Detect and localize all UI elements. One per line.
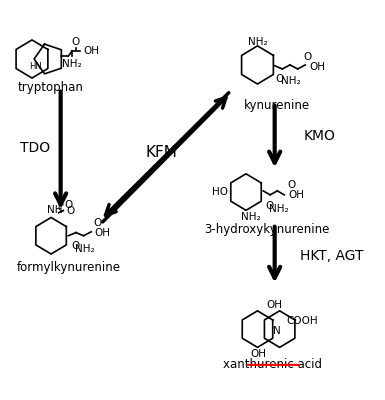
Text: O: O xyxy=(93,218,101,228)
Text: C: C xyxy=(57,204,64,213)
Text: N: N xyxy=(273,326,280,336)
Text: NH: NH xyxy=(47,205,63,215)
Text: O: O xyxy=(64,200,73,210)
Text: KMO: KMO xyxy=(303,130,335,144)
Text: O: O xyxy=(287,180,296,190)
Text: O: O xyxy=(71,240,79,250)
Text: HKT, AGT: HKT, AGT xyxy=(300,249,363,263)
Text: xanthurenic acid: xanthurenic acid xyxy=(223,358,322,371)
Text: COOH: COOH xyxy=(286,316,318,326)
Text: NH₂: NH₂ xyxy=(62,59,82,69)
Text: kynurenine: kynurenine xyxy=(244,99,310,112)
Text: formylkynurenine: formylkynurenine xyxy=(16,261,120,274)
Text: O: O xyxy=(266,201,274,211)
Text: OH: OH xyxy=(250,349,266,359)
Text: O: O xyxy=(66,206,75,216)
Text: O: O xyxy=(303,52,311,62)
Text: NH₂: NH₂ xyxy=(241,212,260,222)
Text: OH: OH xyxy=(288,190,304,200)
Text: OH: OH xyxy=(267,300,283,310)
Text: tryptophan: tryptophan xyxy=(18,81,84,94)
Text: NH₂: NH₂ xyxy=(269,204,288,214)
Text: HO: HO xyxy=(212,187,228,197)
Text: O: O xyxy=(276,74,284,84)
Text: KFM: KFM xyxy=(146,145,178,160)
Text: HN: HN xyxy=(29,62,42,72)
Text: 3-hydroxykynurenine: 3-hydroxykynurenine xyxy=(204,223,330,236)
Text: NH₂: NH₂ xyxy=(281,76,301,86)
Text: NH₂: NH₂ xyxy=(248,37,267,47)
Text: OH: OH xyxy=(309,62,325,72)
Text: OH: OH xyxy=(94,228,110,238)
Text: NH₂: NH₂ xyxy=(75,244,95,254)
Text: OH: OH xyxy=(84,46,100,56)
Text: O: O xyxy=(72,37,80,47)
Text: TDO: TDO xyxy=(20,141,50,155)
